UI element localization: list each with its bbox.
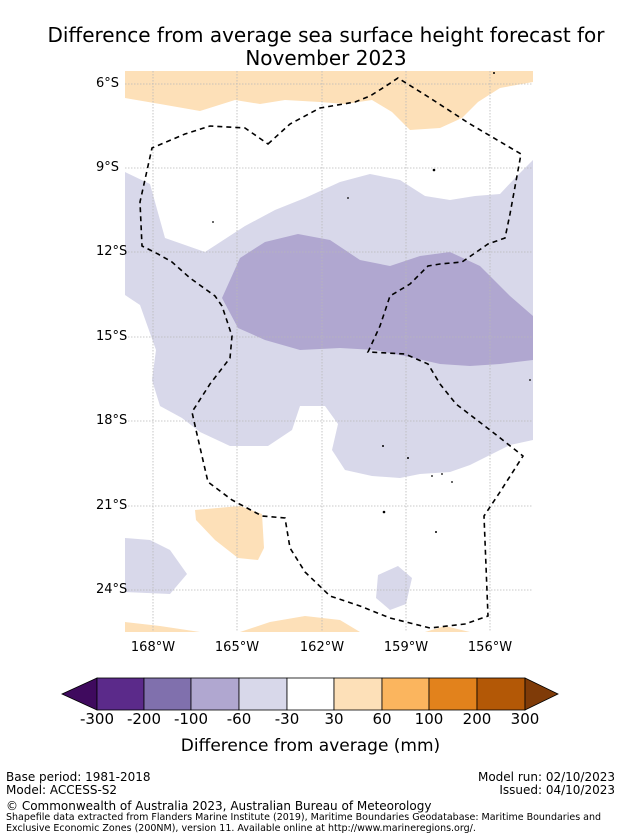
negative-region-medium (222, 234, 533, 366)
lat-label: 15°S (96, 329, 128, 344)
base-period: Base period: 1981-2018 (6, 770, 151, 784)
positive-region-south-left (125, 622, 200, 632)
colorbar-tick: -60 (226, 710, 252, 728)
lat-label: 9°S (96, 160, 120, 175)
lat-label: 6°S (96, 76, 120, 91)
colorbar-tick: 100 (414, 710, 444, 728)
colorbar (61, 677, 559, 711)
map-area (125, 71, 533, 632)
negative-region-light-s (376, 566, 412, 610)
colorbar-tick: 60 (372, 710, 392, 728)
lon-label: 162°W (299, 640, 345, 655)
colorbar-tick: -30 (274, 710, 300, 728)
lon-label: 159°W (383, 640, 429, 655)
positive-region-south (240, 616, 360, 632)
colorbar-tick: -200 (126, 710, 162, 728)
lon-label: 156°W (467, 640, 513, 655)
eez-boundary (139, 77, 525, 629)
colorbar-tick: -100 (173, 710, 209, 728)
negative-region-light-sw (125, 538, 187, 594)
islands (212, 72, 531, 533)
lat-label: 21°S (96, 498, 128, 513)
colorbar-tick: 300 (510, 710, 540, 728)
colorbar-extend-low (61, 677, 98, 711)
colorbar-tick: 30 (324, 710, 344, 728)
lat-label: 24°S (96, 582, 128, 597)
colorbar-tick: 200 (462, 710, 492, 728)
model-name: Model: ACCESS-S2 (6, 783, 118, 797)
shapefile-credit: Shapefile data extracted from Flanders M… (6, 812, 602, 834)
positive-region-south-right (425, 626, 470, 632)
grid-lines (125, 71, 533, 632)
lon-label: 165°W (214, 640, 260, 655)
colorbar-label: Difference from average (mm) (180, 736, 441, 756)
colorbar-extend-high (524, 677, 559, 711)
positive-region-north (125, 71, 533, 130)
lat-label: 12°S (96, 244, 128, 259)
colorbar-tick: -300 (79, 710, 115, 728)
copyright: © Commonwealth of Australia 2023, Austra… (6, 799, 432, 813)
model-run: Model run: 02/10/2023 (477, 770, 615, 784)
chart-title: Difference from average sea surface heig… (47, 23, 605, 70)
positive-region-sw (195, 506, 264, 560)
lat-label: 18°S (96, 413, 128, 428)
lon-label: 168°W (130, 640, 176, 655)
issued-date: Issued: 04/10/2023 (499, 783, 615, 797)
